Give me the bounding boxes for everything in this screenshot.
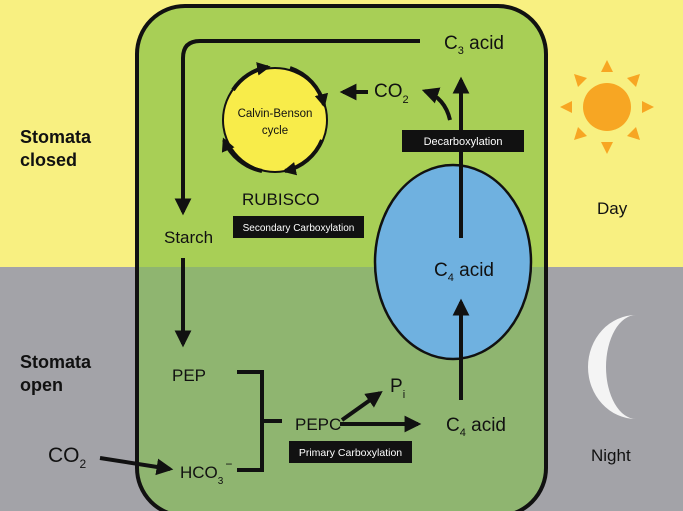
pi-label: Pi bbox=[390, 376, 405, 401]
c4-acid-vacuole-label: C4 acid bbox=[434, 260, 494, 284]
pathway-arrows bbox=[99, 39, 470, 476]
arrow-co2-to-hco3 bbox=[99, 456, 174, 476]
calvin-benson-cycle-circle bbox=[222, 67, 328, 173]
cell-outline bbox=[135, 4, 548, 511]
co2-external-label: CO2 bbox=[48, 444, 87, 471]
vacuole bbox=[373, 163, 533, 361]
rubisco-label: RUBISCO bbox=[242, 190, 319, 209]
pep-hco3-bracket bbox=[237, 370, 282, 472]
secondary-carboxylation-box bbox=[233, 216, 364, 238]
cycle-arrows bbox=[221, 62, 329, 176]
cycle-label-line1: Calvin-Benson bbox=[238, 108, 313, 120]
cycle-label-line2: cycle bbox=[262, 125, 288, 137]
stomata-open-line2: open bbox=[20, 375, 63, 395]
c4-acid-bottom-label: C4 acid bbox=[446, 415, 506, 439]
night-label: Night bbox=[591, 446, 631, 465]
c3-acid-label: C3 acid bbox=[444, 33, 504, 57]
sun-icon bbox=[560, 60, 654, 154]
secondary-carboxylation-box-label: Secondary Carboxylation bbox=[243, 223, 355, 234]
starch-label: Starch bbox=[164, 228, 213, 247]
day-label: Day bbox=[597, 199, 628, 218]
co2-internal-label: CO2 bbox=[374, 81, 409, 106]
stomata-closed-line2: closed bbox=[20, 150, 77, 170]
primary-carboxylation-box-label: Primary Carboxylation bbox=[299, 447, 402, 459]
stomata-open-line1: Stomata bbox=[20, 352, 92, 372]
arrow-pepc-to-pi bbox=[340, 391, 383, 422]
crescent-moon-icon bbox=[588, 315, 636, 419]
arrow-decarboxylation-to-co2 bbox=[421, 87, 452, 121]
pep-label: PEP bbox=[172, 366, 206, 385]
stomata-closed-line1: Stomata bbox=[20, 127, 92, 147]
primary-carboxylation-box bbox=[289, 441, 412, 463]
decarboxylation-box bbox=[402, 130, 524, 152]
decarboxylation-box-label: Decarboxylation bbox=[424, 136, 503, 148]
hco3-label: HCO3− bbox=[180, 457, 232, 487]
arrow-c3-to-starch bbox=[174, 39, 420, 216]
pepc-label: PEPC bbox=[295, 415, 341, 434]
